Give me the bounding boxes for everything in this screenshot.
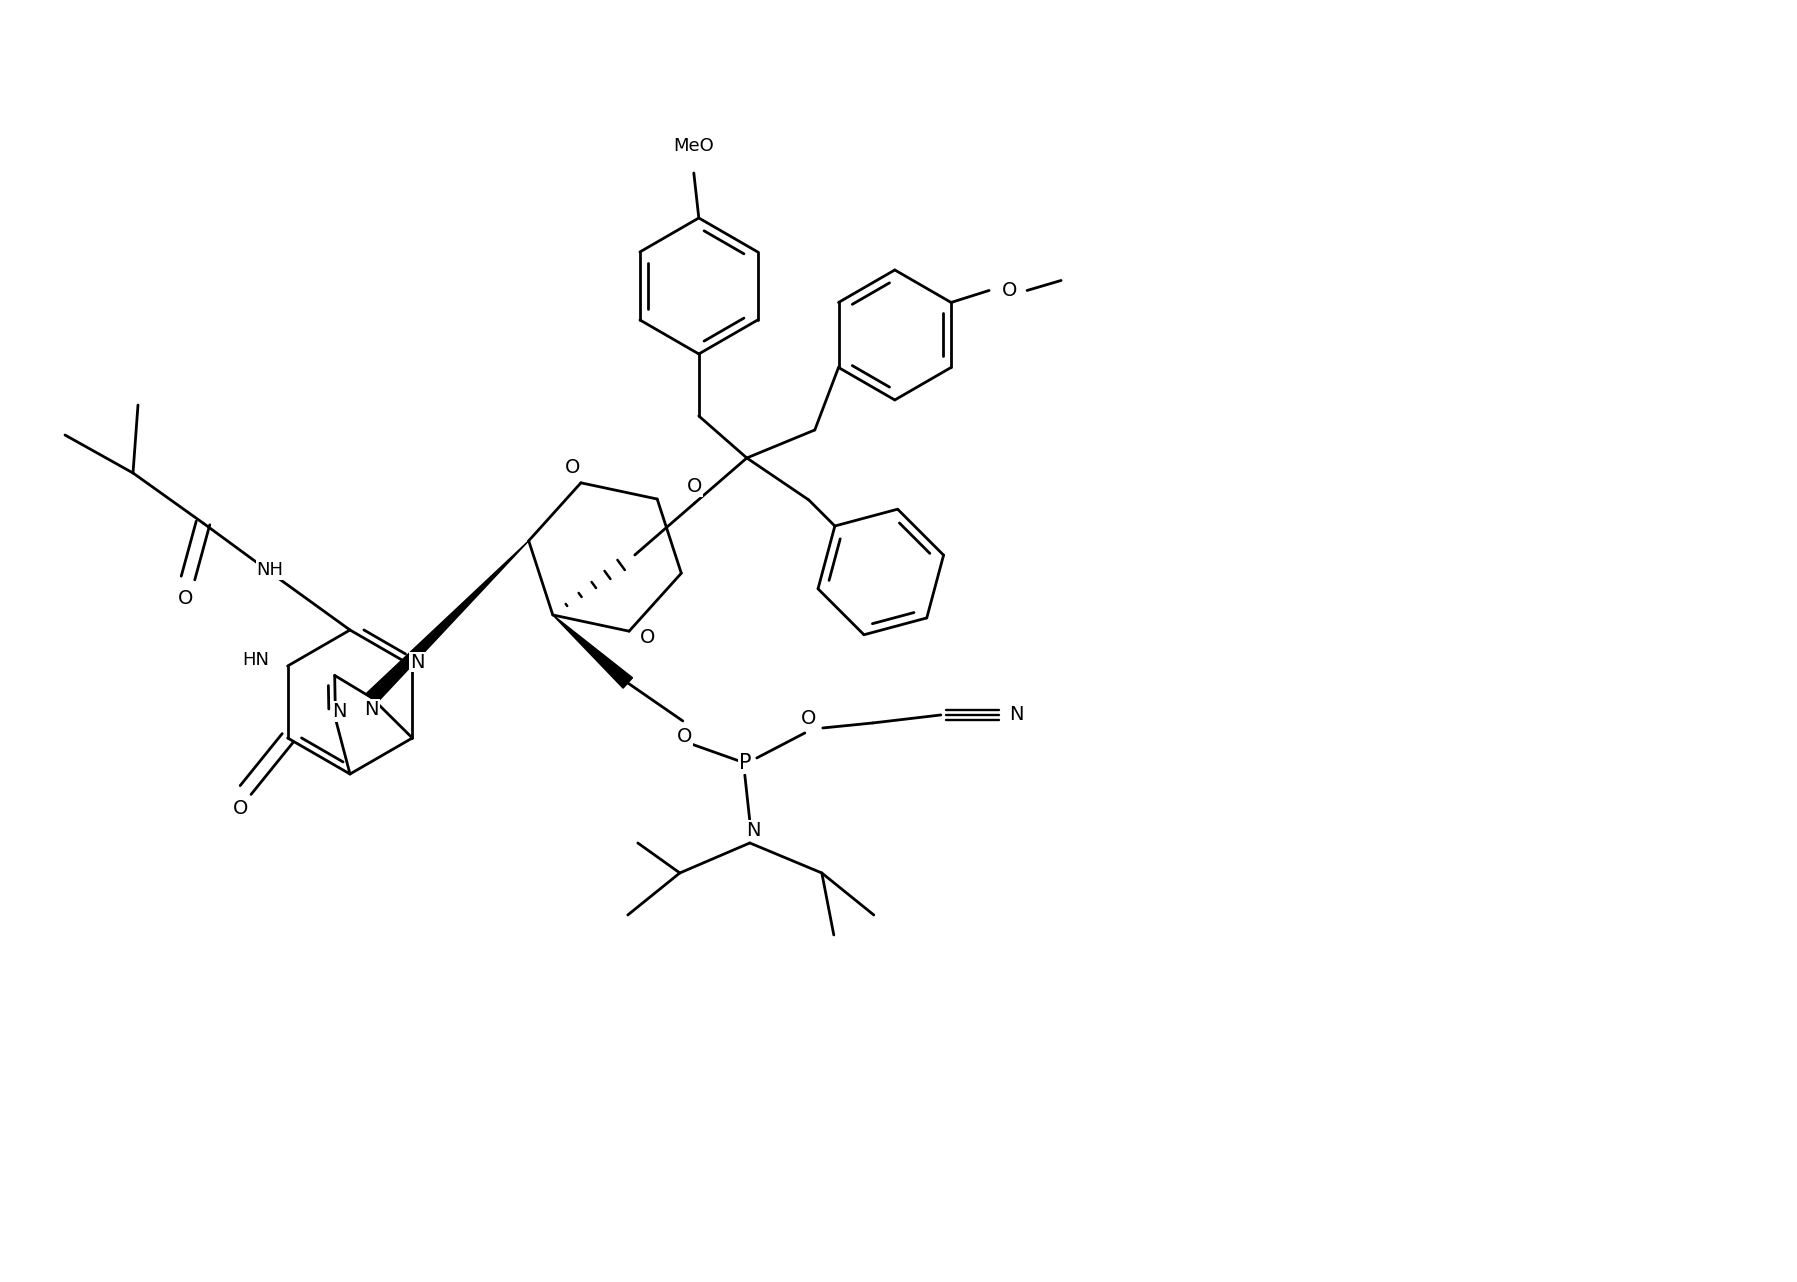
- Text: O: O: [640, 628, 654, 646]
- Text: O: O: [1001, 281, 1017, 300]
- Text: N: N: [332, 703, 347, 722]
- Text: P: P: [739, 753, 751, 773]
- Polygon shape: [553, 615, 633, 688]
- Text: HN: HN: [243, 651, 270, 669]
- Text: O: O: [566, 459, 580, 477]
- Text: N: N: [1010, 705, 1024, 724]
- Text: O: O: [234, 799, 248, 818]
- Polygon shape: [367, 541, 528, 703]
- Text: NH: NH: [257, 562, 284, 579]
- Text: O: O: [686, 477, 703, 496]
- Text: N: N: [365, 700, 379, 719]
- Text: MeO: MeO: [674, 137, 713, 155]
- Text: O: O: [178, 588, 194, 608]
- Text: O: O: [801, 709, 816, 728]
- Text: O: O: [677, 727, 692, 746]
- Text: N: N: [746, 822, 762, 841]
- Text: N: N: [410, 653, 424, 672]
